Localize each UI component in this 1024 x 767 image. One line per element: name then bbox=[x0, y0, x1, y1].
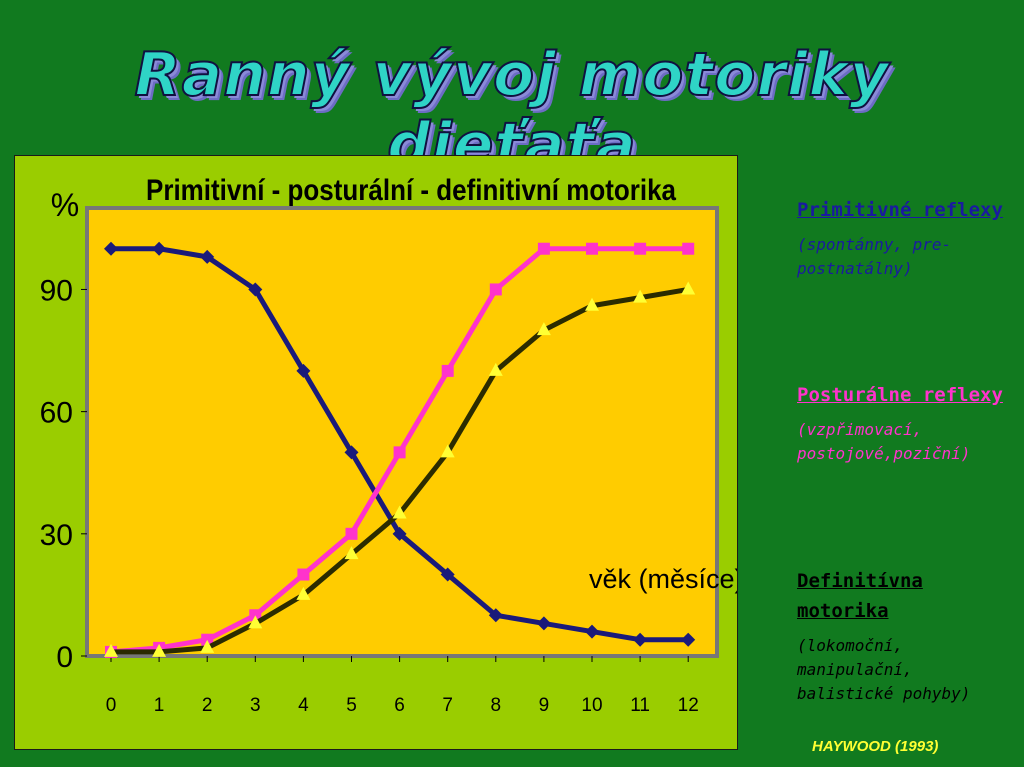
data-point bbox=[344, 546, 359, 560]
y-tick-label: 90 bbox=[40, 274, 73, 307]
data-point bbox=[392, 526, 407, 541]
legend-item-postural: Posturálne reflexy (vzpřimovací, postojo… bbox=[797, 380, 1012, 466]
data-point bbox=[536, 616, 551, 631]
data-point bbox=[200, 249, 215, 264]
data-point bbox=[489, 283, 502, 296]
x-tick-label: 6 bbox=[394, 695, 405, 716]
chart-panel: Primitivní - posturální - definitivní mo… bbox=[14, 155, 744, 750]
data-point bbox=[297, 568, 310, 581]
plot-area bbox=[85, 206, 719, 658]
data-point bbox=[152, 241, 167, 256]
data-point bbox=[249, 609, 262, 622]
legend-head-postural: Posturálne reflexy bbox=[797, 384, 1003, 406]
data-point bbox=[536, 322, 551, 336]
legend-desc-definitive: (lokomoční, manipulační, balistické pohy… bbox=[797, 636, 971, 703]
y-tick-label: 0 bbox=[56, 641, 73, 674]
data-point bbox=[488, 608, 503, 623]
series-layer bbox=[104, 241, 696, 658]
legend-head-primitive: Primitivné reflexy bbox=[797, 199, 1003, 221]
data-point bbox=[585, 624, 599, 639]
x-tick-label: 10 bbox=[581, 695, 602, 716]
data-point bbox=[634, 242, 647, 255]
data-point bbox=[344, 445, 359, 460]
data-point bbox=[248, 282, 263, 297]
series-1 bbox=[104, 241, 696, 647]
data-point bbox=[586, 242, 598, 255]
data-point bbox=[440, 444, 455, 458]
x-tick-label: 2 bbox=[202, 695, 213, 716]
x-tick-label: 3 bbox=[250, 695, 261, 716]
y-axis-label: % bbox=[51, 187, 79, 223]
chart-title: Primitivní - posturální - definitivní mo… bbox=[146, 174, 676, 207]
legend-item-definitive: Definitívna motorika (lokomoční, manipul… bbox=[797, 566, 1012, 706]
data-point bbox=[681, 632, 696, 647]
x-tick-label: 1 bbox=[154, 695, 165, 716]
x-tick-label: 5 bbox=[346, 695, 357, 716]
x-tick-label: 9 bbox=[539, 695, 550, 716]
data-point bbox=[104, 643, 118, 657]
data-point bbox=[392, 505, 407, 519]
slide-title: Ranný vývoj motoriky dieťaťa bbox=[134, 39, 890, 181]
data-point bbox=[393, 446, 406, 459]
x-tick-label: 4 bbox=[298, 695, 309, 716]
y-tick-label: 60 bbox=[40, 397, 73, 430]
data-point bbox=[633, 289, 648, 303]
legend-desc-postural: (vzpřimovací, postojové,poziční) bbox=[797, 420, 971, 463]
legend-item-primitive: Primitivné reflexy (spontánny, pre-postn… bbox=[797, 195, 1012, 281]
data-point bbox=[441, 364, 454, 377]
data-point bbox=[440, 567, 455, 582]
x-tick-label: 0 bbox=[106, 695, 117, 716]
x-tick-label: 11 bbox=[630, 695, 650, 716]
x-tick-label: 12 bbox=[678, 695, 699, 716]
x-tick-label: 8 bbox=[491, 695, 502, 716]
data-point bbox=[681, 281, 696, 295]
data-point bbox=[537, 242, 550, 255]
x-axis-label: věk (měsíce) bbox=[589, 564, 737, 594]
data-point bbox=[488, 362, 503, 376]
data-point bbox=[152, 643, 167, 657]
data-point bbox=[201, 633, 214, 646]
data-point bbox=[104, 241, 118, 256]
line-chart: Primitivní - posturální - definitivní mo… bbox=[40, 174, 744, 716]
data-point bbox=[248, 615, 263, 629]
data-point bbox=[296, 586, 311, 600]
legend-head-definitive: Definitívna motorika bbox=[797, 570, 923, 622]
data-point bbox=[200, 639, 215, 653]
citation: HAYWOOD (1993) bbox=[812, 738, 939, 755]
series-2 bbox=[105, 242, 695, 658]
data-point bbox=[682, 242, 695, 255]
y-tick-label: 30 bbox=[40, 519, 73, 552]
data-point bbox=[585, 297, 599, 311]
series-3 bbox=[104, 281, 696, 657]
x-tick-label: 7 bbox=[442, 695, 453, 716]
data-point bbox=[633, 632, 648, 647]
data-point bbox=[296, 363, 311, 378]
legend-desc-primitive: (spontánny, pre-postnatálny) bbox=[797, 235, 952, 278]
data-point bbox=[345, 527, 358, 540]
